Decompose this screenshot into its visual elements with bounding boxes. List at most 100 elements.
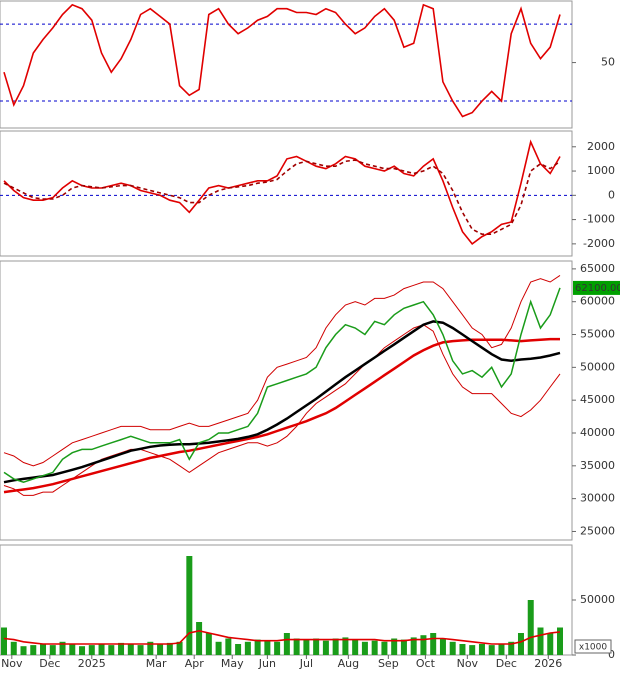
volume-bar bbox=[254, 639, 261, 655]
volume-bar bbox=[342, 637, 349, 655]
y-tick-label: 50 bbox=[601, 56, 615, 69]
volume-bar bbox=[79, 646, 86, 655]
volume-bar bbox=[459, 644, 466, 655]
x-tick-label: Jul bbox=[299, 657, 313, 670]
volume-bar bbox=[69, 644, 76, 655]
y-tick-label: 60000 bbox=[580, 295, 615, 308]
panel-frame bbox=[0, 130, 573, 257]
volume-bar bbox=[157, 644, 164, 655]
volume-bar bbox=[147, 641, 154, 655]
volume-bar bbox=[1, 627, 7, 655]
volume-bar bbox=[371, 640, 378, 655]
y-tick-label: 0 bbox=[608, 648, 615, 661]
volume-bar bbox=[176, 641, 183, 655]
x-tick-label: Dec bbox=[39, 657, 60, 670]
x-tick-label: Mar bbox=[146, 657, 167, 670]
volume-bar bbox=[235, 644, 242, 655]
volume-bar bbox=[537, 627, 544, 655]
series-line bbox=[3, 287, 561, 483]
y-tick-label: 25000 bbox=[580, 524, 615, 537]
x-tick-label: Nov bbox=[457, 657, 479, 670]
unit-label: x1000 bbox=[579, 643, 608, 653]
volume-bar bbox=[498, 644, 505, 655]
x-tick-label: 2026 bbox=[534, 657, 562, 670]
y-tick-label: 50000 bbox=[580, 593, 615, 606]
volume-bar bbox=[439, 638, 446, 655]
y-tick-label: -1000 bbox=[583, 213, 615, 226]
volume-bar bbox=[420, 635, 427, 655]
volume-bar bbox=[264, 640, 271, 655]
volume-bar bbox=[137, 645, 144, 655]
volume-bar bbox=[108, 645, 115, 655]
volume-bar bbox=[488, 645, 495, 655]
x-tick-label: Sep bbox=[378, 657, 399, 670]
volume-bar bbox=[49, 645, 56, 655]
volume-bar bbox=[547, 633, 554, 655]
volume-bar bbox=[478, 644, 485, 655]
series-line bbox=[3, 159, 561, 235]
panel-frame bbox=[0, 0, 573, 129]
x-tick-label: Aug bbox=[338, 657, 359, 670]
volume-bar bbox=[215, 641, 222, 655]
volume-bar bbox=[186, 556, 193, 655]
volume-bar bbox=[59, 641, 66, 655]
y-tick-label: 1000 bbox=[587, 164, 615, 177]
x-tick-label: Dec bbox=[496, 657, 517, 670]
volume-bar bbox=[391, 638, 398, 655]
volume-bar bbox=[196, 622, 203, 655]
volume-bar bbox=[10, 641, 17, 655]
y-tick-label: 30000 bbox=[580, 492, 615, 505]
volume-bar bbox=[205, 633, 212, 655]
y-tick-label: 55000 bbox=[580, 328, 615, 341]
volume-bar bbox=[469, 645, 476, 655]
y-tick-label: 2000 bbox=[587, 140, 615, 153]
volume-bar bbox=[98, 644, 105, 655]
volume-bar bbox=[527, 600, 534, 655]
volume-bar bbox=[293, 638, 300, 655]
volume-bar bbox=[517, 633, 524, 655]
volume-bar bbox=[400, 639, 407, 655]
volume-bar bbox=[410, 637, 417, 655]
volume-bar bbox=[381, 641, 388, 655]
y-tick-label: 0 bbox=[608, 188, 615, 201]
x-tick-label: Oct bbox=[416, 657, 436, 670]
volume-bar bbox=[118, 642, 125, 655]
last-value-box bbox=[573, 280, 620, 295]
volume-bar bbox=[352, 639, 359, 655]
volume-bar bbox=[88, 645, 95, 655]
volume-bar bbox=[244, 641, 251, 655]
y-tick-label: -2000 bbox=[583, 237, 615, 250]
x-tick-label: Apr bbox=[185, 657, 205, 670]
panel-frame bbox=[0, 260, 573, 541]
volume-bar bbox=[322, 640, 329, 655]
volume-bar bbox=[30, 645, 37, 655]
volume-bar bbox=[332, 638, 339, 655]
y-tick-label: 35000 bbox=[580, 459, 615, 472]
volume-bar bbox=[508, 641, 515, 655]
volume-bar bbox=[430, 633, 437, 655]
series-line bbox=[3, 3, 561, 118]
x-tick-label: Nov bbox=[1, 657, 23, 670]
volume-bar bbox=[274, 641, 281, 655]
volume-bar bbox=[166, 642, 173, 655]
y-tick-label: 50000 bbox=[580, 360, 615, 373]
volume-bar bbox=[449, 641, 456, 655]
y-tick-label: 40000 bbox=[580, 426, 615, 439]
volume-bar bbox=[20, 646, 27, 655]
x-tick-label: 2025 bbox=[78, 657, 106, 670]
volume-bar bbox=[313, 638, 320, 655]
volume-bar bbox=[225, 638, 232, 655]
unit-box bbox=[574, 639, 612, 654]
x-tick-label: May bbox=[221, 657, 244, 670]
x-tick-label: Jun bbox=[258, 657, 276, 670]
series-line bbox=[3, 629, 561, 645]
series-line bbox=[3, 337, 560, 494]
y-tick-label: 45000 bbox=[580, 393, 615, 406]
y-tick-label: 65000 bbox=[580, 262, 615, 275]
series-line bbox=[3, 320, 561, 484]
volume-bar bbox=[283, 633, 290, 655]
volume-bar bbox=[557, 627, 563, 655]
volume-bar bbox=[361, 641, 368, 655]
volume-bar bbox=[40, 644, 47, 655]
